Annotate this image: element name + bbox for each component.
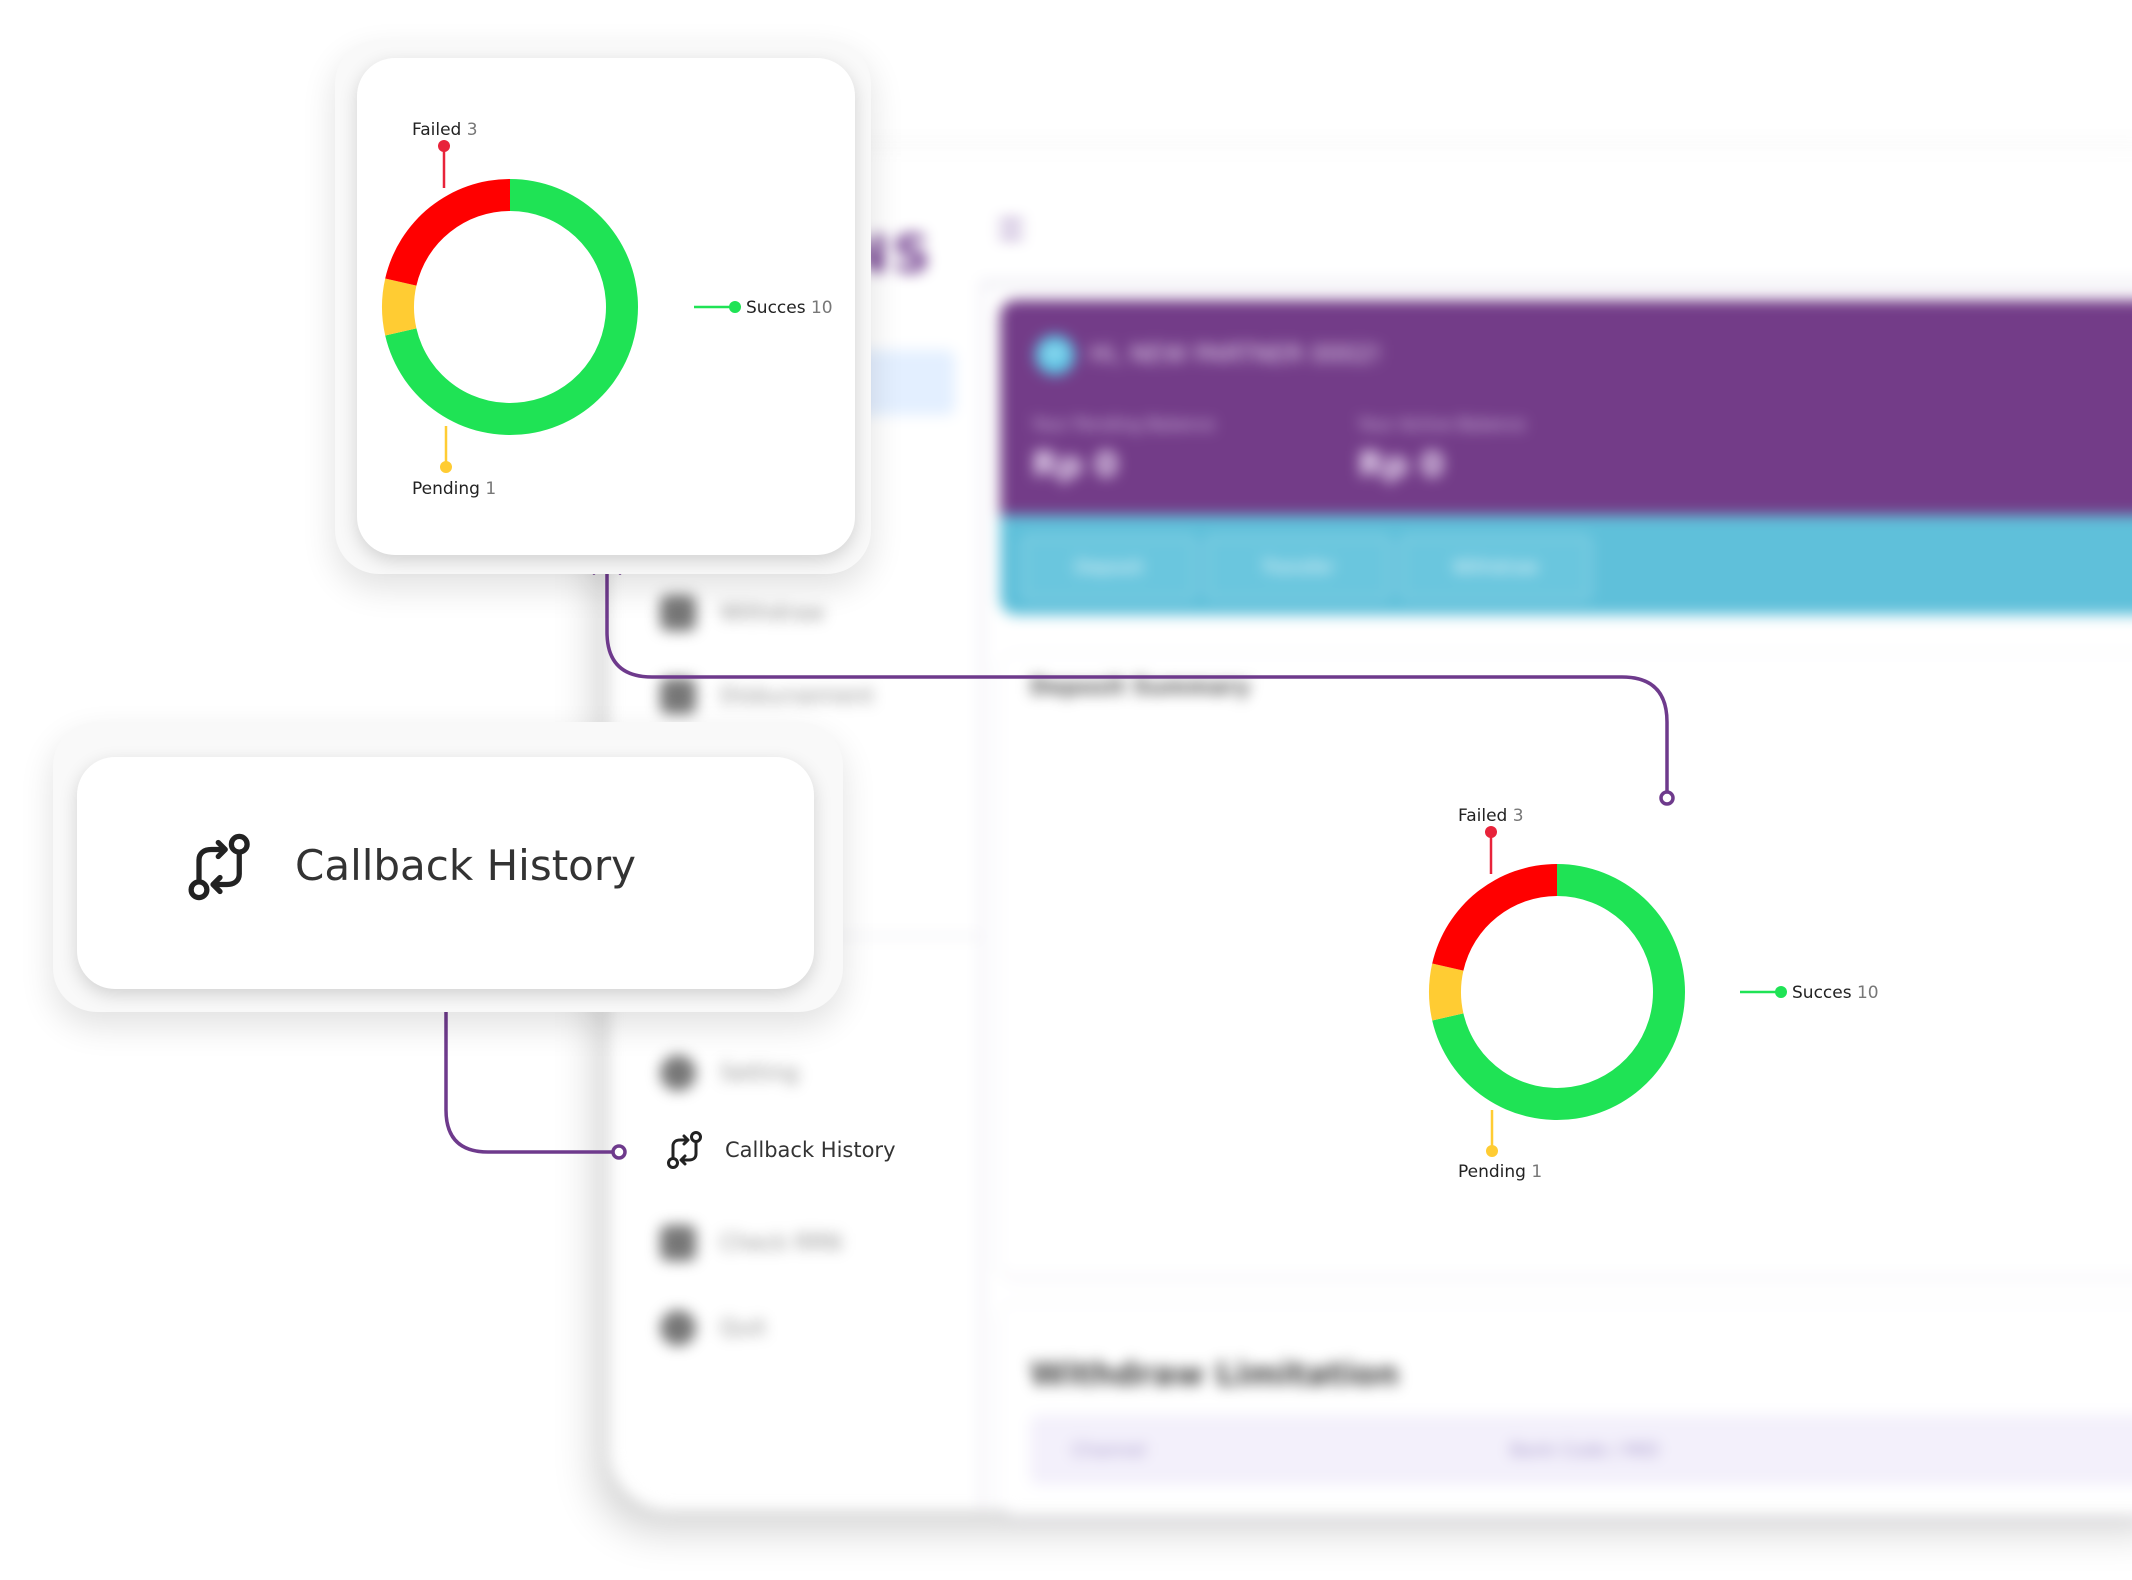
- sidebar-item-label: Withdraw: [720, 600, 825, 626]
- table-header-channel: Channel: [1072, 1440, 1146, 1461]
- donut-slice-failed: [1432, 864, 1557, 971]
- leader-dot-failed: [1485, 826, 1497, 838]
- label-success: Succes 10: [746, 298, 833, 318]
- label-failed: Failed 3: [412, 120, 478, 140]
- sidebar-item-quit[interactable]: Quit: [660, 1310, 766, 1346]
- leader-dot-failed: [438, 140, 450, 152]
- bank-icon: [660, 595, 696, 631]
- donut-slice-pending: [382, 278, 417, 336]
- connector-dot-sidebar: [611, 1144, 627, 1160]
- sidebar-item-setting[interactable]: Setting: [660, 1055, 799, 1091]
- sidebar-item-callback-history[interactable]: Callback History: [665, 1130, 896, 1170]
- label-pending: Pending 1: [412, 479, 496, 499]
- disbursement-icon: [660, 678, 696, 714]
- avatar: NP: [1035, 335, 1075, 375]
- donut-slice-failed: [385, 179, 510, 286]
- transfer-button[interactable]: Transfer: [1205, 535, 1391, 601]
- sidebar-item-label: Setting: [720, 1060, 799, 1086]
- withdraw-limitation-title: Withdraw Limitation: [1030, 1355, 1399, 1393]
- logout-icon: [660, 1310, 696, 1346]
- globe-icon: [660, 1055, 696, 1091]
- label-success: Succes 10: [1792, 983, 1879, 1003]
- sidebar-item-label: Check RRN: [720, 1230, 842, 1256]
- greeting-text: Hi, NEW PARTNER 0002!: [1090, 340, 1382, 368]
- callback-swap-icon: [667, 1131, 702, 1169]
- sidebar-item-disbursement[interactable]: Disbursement: [660, 678, 874, 714]
- leader-dot-success: [1775, 986, 1787, 998]
- label-pending: Pending 1: [1458, 1162, 1542, 1182]
- popup-title: Callback History: [295, 841, 636, 890]
- top-bar: [980, 150, 2132, 288]
- balance-banner: [1000, 300, 2132, 515]
- donut-slice-pending: [1429, 963, 1464, 1021]
- callback-swap-icon: [188, 833, 250, 901]
- sidebar-item-check-rrn[interactable]: Check RRN: [660, 1225, 842, 1261]
- deposit-summary-title: Deposit Summary: [1030, 675, 1251, 700]
- deposit-summary-card: [1000, 655, 2132, 1275]
- leader-dot-pending: [1486, 1145, 1498, 1157]
- calendar-icon: [660, 1225, 696, 1261]
- sidebar-item-label: Disbursement: [720, 683, 874, 709]
- pending-balance-label: Your Pending Balance: [1032, 415, 1215, 435]
- deposit-donut-chart: Failed 3 Succes 10 Pending 1: [1429, 806, 1879, 1182]
- sidebar-item-withdraw[interactable]: Withdraw: [660, 595, 824, 631]
- limitation-table-header: [1030, 1415, 2132, 1485]
- leader-dot-success: [729, 301, 741, 313]
- connector-chart-to-popup: [605, 558, 1669, 797]
- connector-dot-chart: [1659, 790, 1675, 806]
- leader-dot-pending: [440, 461, 452, 473]
- sidebar-item-label: Callback History: [725, 1138, 896, 1162]
- pending-balance-amount: Rp 0: [1032, 445, 1119, 485]
- active-balance-label: Your Active Balance: [1358, 415, 1526, 435]
- table-header-bank-code: Bank Code / MID: [1510, 1440, 1660, 1461]
- connector-sidebar-to-popup: [444, 986, 618, 1154]
- sidebar-item-label: Quit: [720, 1315, 766, 1341]
- active-balance-amount: Rp 0: [1358, 445, 1445, 485]
- hamburger-menu-icon[interactable]: [1000, 220, 1022, 238]
- deposit-button[interactable]: Deposit: [1022, 535, 1196, 601]
- label-failed: Failed 3: [1458, 806, 1524, 826]
- withdraw-button[interactable]: Withdraw: [1400, 535, 1591, 601]
- deposit-donut-chart-popup: Failed 3 Succes 10 Pending 1: [382, 120, 833, 499]
